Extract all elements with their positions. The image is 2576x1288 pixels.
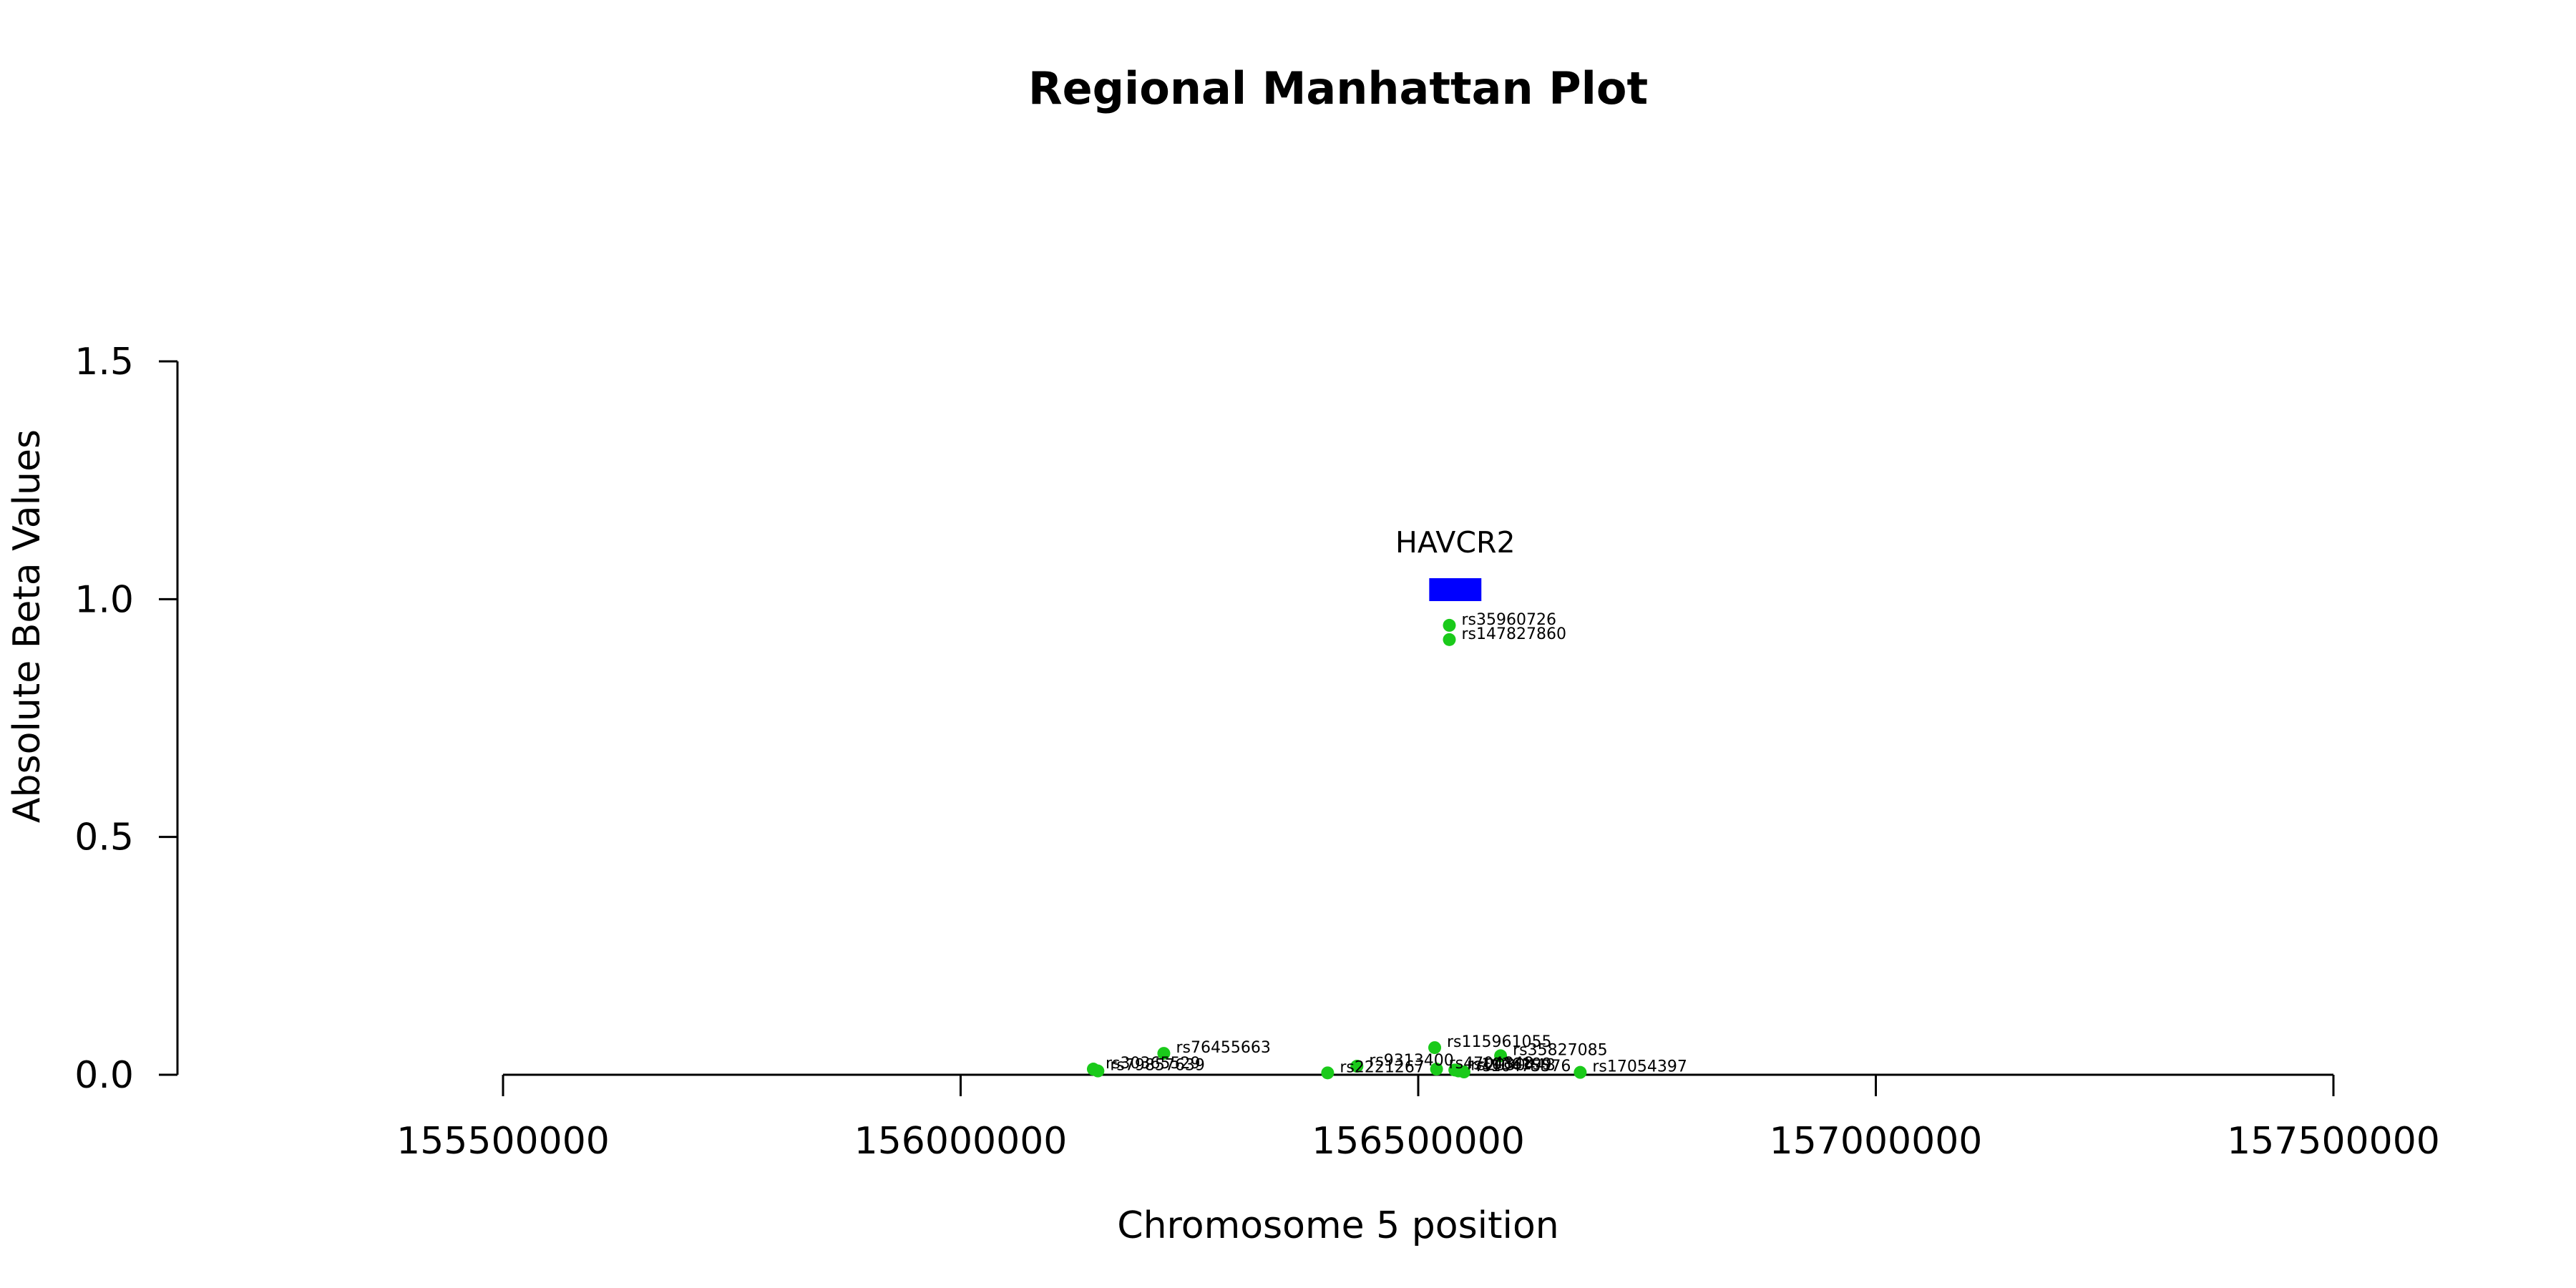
snp-point [1443, 633, 1456, 646]
chart-title: Regional Manhattan Plot [1028, 62, 1648, 114]
x-tick-label: 157500000 [2227, 1120, 2440, 1163]
snp-label: rs35960726 [1461, 611, 1556, 629]
snp-label: rs147827860 [1461, 625, 1566, 643]
y-tick-label: 1.0 [74, 578, 134, 621]
snp-label: rs9313400 [1369, 1052, 1454, 1070]
snp-point [1494, 1049, 1508, 1063]
y-tick-label: 0.5 [74, 816, 134, 859]
snp-point [1574, 1065, 1587, 1079]
y-tick-label: 0.0 [74, 1054, 134, 1097]
snp-point [1321, 1066, 1335, 1080]
gene-label: HAVCR2 [1395, 525, 1516, 560]
snp-point [1091, 1064, 1105, 1078]
gene-bar [1429, 578, 1482, 602]
x-tick-label: 156000000 [854, 1120, 1068, 1163]
snp-label: rs115961055 [1447, 1033, 1551, 1051]
snp-label: rs2221267 [1340, 1058, 1425, 1076]
snp-label: rs4704848 [1449, 1055, 1534, 1073]
snp-point [1428, 1041, 1442, 1055]
snp-point [1457, 1065, 1470, 1079]
y-ticks: 0.0 0.5 1.0 1.5 [74, 341, 177, 1097]
snp-points [1086, 618, 1587, 1080]
snp-point [1350, 1060, 1364, 1073]
x-ticks: 155500000 156000000 156500000 157000000 1575… [396, 1075, 2440, 1163]
snp-label: rs2030448 [1470, 1057, 1556, 1075]
snp-label: rs76455663 [1176, 1039, 1270, 1057]
snp-label: rs30365529 [1106, 1055, 1200, 1073]
snp-label: rs1036199 [1467, 1055, 1552, 1073]
y-tick-label: 1.5 [74, 341, 134, 384]
snp-label: rs10475576 [1476, 1058, 1571, 1075]
x-tick-label: 156500000 [1312, 1120, 1525, 1163]
y-axis-label: Absolute Beta Values [6, 429, 49, 823]
x-tick-label: 157000000 [1770, 1120, 1983, 1163]
snp-label: rs35827085 [1513, 1041, 1607, 1059]
snp-label: rs79857639 [1110, 1057, 1204, 1075]
snp-point [1430, 1063, 1443, 1076]
x-axis-label: Chromosome 5 position [1117, 1204, 1558, 1247]
snp-point [1443, 618, 1456, 632]
x-tick-label: 155500000 [396, 1120, 610, 1163]
gene-track: HAVCR2 [1395, 525, 1516, 602]
x-axis: 155500000 156000000 156500000 157000000 1575… [396, 1073, 2440, 1163]
y-axis: 0.0 0.5 1.0 1.5 [74, 341, 179, 1097]
snp-point [1157, 1047, 1171, 1060]
snp-label: rs17054397 [1592, 1058, 1687, 1076]
